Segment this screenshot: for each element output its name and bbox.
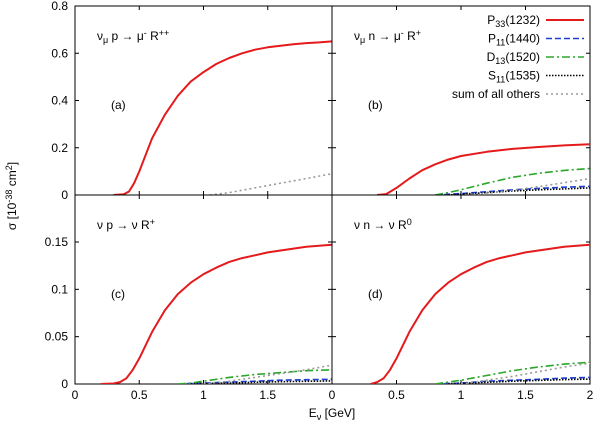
x-tick-label: 0 (72, 388, 79, 402)
y-tick-label: 0.8 (51, 0, 68, 13)
y-axis-label: σ [10-38 cm2] (4, 162, 19, 230)
series-line-p33-1232 (377, 143, 590, 195)
y-tick-label: 0 (61, 188, 68, 202)
legend: P33(1232) P11(1440) D13(1520) S11(1535) sum … (452, 13, 584, 101)
legend-entry: P11(1440) (488, 32, 584, 48)
plot-area: 0 0.2 0.4 0.6 0.8 νμ p → μ- R++ (a) νμ n → μ- R… (45, 0, 591, 391)
panel-d: ν n → ν R0 (d) (331, 194, 591, 385)
x-tick-labels: 0 0.5 1 1.5 0 0.5 1 1.5 2 (72, 388, 594, 402)
panel-c: 0 0.05 0.1 0.15 ν p → ν R+ (c) (45, 194, 333, 391)
x-tick-label: 1.5 (259, 388, 276, 402)
x-tick-label: 0 (329, 388, 336, 402)
series-line-p11-1440 (177, 378, 332, 384)
series-line-p33-1232 (100, 243, 332, 384)
x-tick-label: 1 (200, 388, 207, 402)
legend-label: S11(1535) (488, 69, 540, 85)
legend-label: D13(1520) (487, 50, 540, 66)
series-line-sum-of-all-others (460, 362, 590, 384)
panel-label: (b) (368, 98, 383, 112)
panel-b: νμ n → μ- R+ (b) (331, 5, 591, 196)
series-line-s11-1535 (448, 187, 590, 195)
y-tick-label: 0.05 (45, 330, 69, 344)
legend-entry: S11(1535) (488, 69, 584, 85)
series-line-sum-of-all-others (209, 172, 332, 195)
x-axis-label: Eν [GeV] (309, 406, 356, 422)
x-tick-label: 2 (587, 388, 594, 402)
series-line-d13-1520 (177, 369, 332, 384)
legend-label: P33(1232) (487, 13, 540, 29)
series-line-sum-of-all-others (460, 177, 590, 195)
reaction-label: νμ n → μ- R+ (354, 28, 421, 44)
x-tick-label: 1 (458, 388, 465, 402)
reaction-label: ν p → ν R+ (97, 217, 155, 232)
series-line-p11-1440 (435, 376, 590, 384)
legend-entry: sum of all others (452, 87, 584, 101)
series-line-d13-1520 (435, 167, 590, 195)
legend-label: P11(1440) (488, 32, 540, 48)
panel-label: (a) (111, 98, 126, 112)
series-line-sum-of-all-others (203, 364, 332, 384)
y-tick-label: 0.2 (51, 141, 68, 155)
y-tick-label: 0.4 (51, 94, 68, 108)
series-line-p33-1232 (113, 40, 332, 195)
y-tick-label: 0 (61, 377, 68, 391)
legend-entry: P33(1232) (487, 13, 584, 29)
panel-a: 0 0.2 0.4 0.6 0.8 νμ p → μ- R++ (a) (51, 0, 333, 202)
y-tick-label: 0.6 (51, 46, 68, 60)
reaction-label: νμ p → μ- R++ (97, 28, 169, 44)
series-line-p33-1232 (370, 243, 590, 384)
x-tick-label: 1.5 (517, 388, 534, 402)
legend-label: sum of all others (452, 87, 540, 101)
y-tick-label: 0.15 (45, 235, 69, 249)
reaction-label: ν n → ν R0 (354, 217, 412, 232)
x-tick-label: 0.5 (131, 388, 148, 402)
legend-entry: D13(1520) (487, 50, 584, 66)
y-tick-label: 0.1 (51, 282, 68, 296)
panel-label: (d) (368, 287, 383, 301)
panel-label: (c) (111, 287, 125, 301)
series-line-d13-1520 (435, 361, 590, 384)
x-tick-label: 0.5 (388, 388, 405, 402)
